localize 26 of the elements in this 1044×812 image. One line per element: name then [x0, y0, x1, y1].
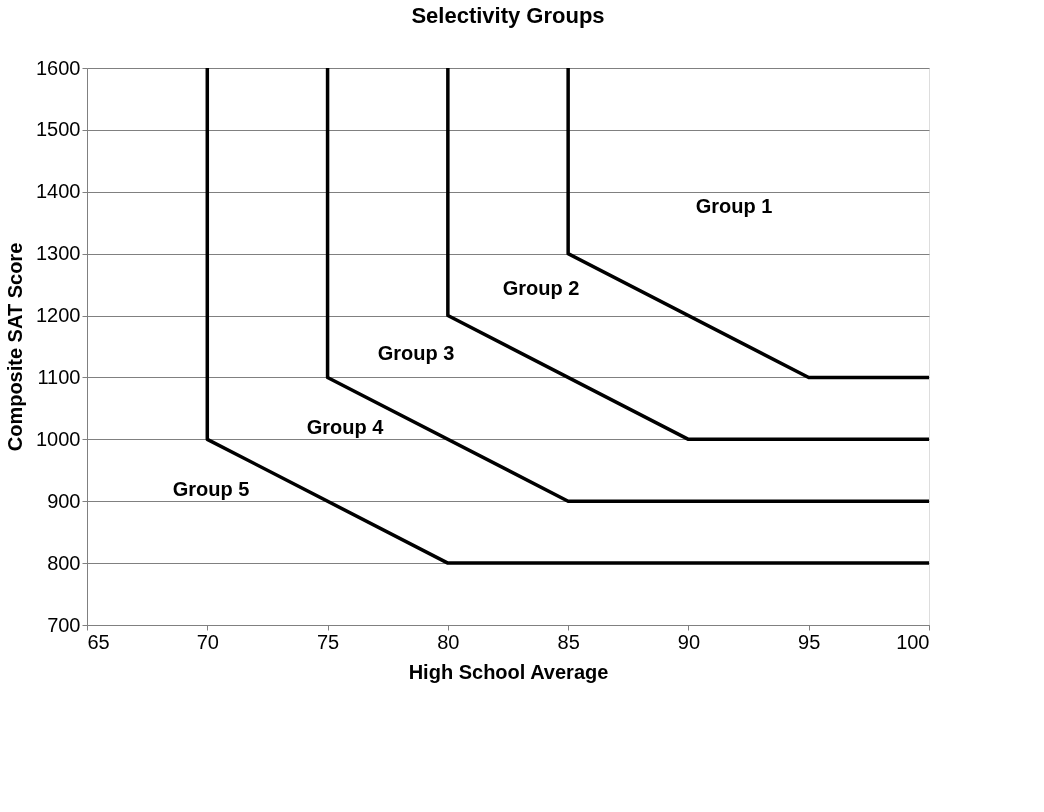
x-tick-label: 85	[557, 630, 580, 653]
x-tick-label: 95	[798, 630, 821, 653]
y-tick-label: 1000	[36, 427, 81, 450]
y-tick-label: 900	[47, 489, 81, 512]
x-tick-label: 90	[677, 630, 701, 653]
y-tick-label: 700	[47, 613, 81, 636]
annotation: Group 3	[377, 342, 455, 364]
x-axis-title: High School Average	[408, 660, 609, 683]
y-tick-label: 1400	[36, 180, 81, 203]
y-axis-title: Composite SAT Score	[4, 242, 27, 452]
annotation: Group 2	[502, 277, 580, 299]
x-tick-label: 70	[196, 630, 219, 653]
annotation: Group 1	[695, 195, 773, 217]
y-tick-label: 1100	[37, 365, 81, 388]
annotation: Group 4	[306, 416, 385, 438]
y-tick-label: 800	[47, 551, 81, 574]
y-tick-label: 1500	[36, 118, 81, 141]
y-tick-label: 1300	[36, 242, 81, 265]
y-tick-label: 1600	[36, 56, 81, 79]
annotation: Group 5	[172, 478, 250, 500]
x-tick-label: 100	[896, 630, 930, 653]
chart-title: Selectivity Groups	[411, 3, 605, 28]
x-tick-label: 80	[437, 630, 460, 653]
y-tick-label: 1200	[36, 304, 81, 327]
x-tick-label: 75	[316, 630, 340, 653]
x-tick-label: 65	[87, 630, 110, 653]
